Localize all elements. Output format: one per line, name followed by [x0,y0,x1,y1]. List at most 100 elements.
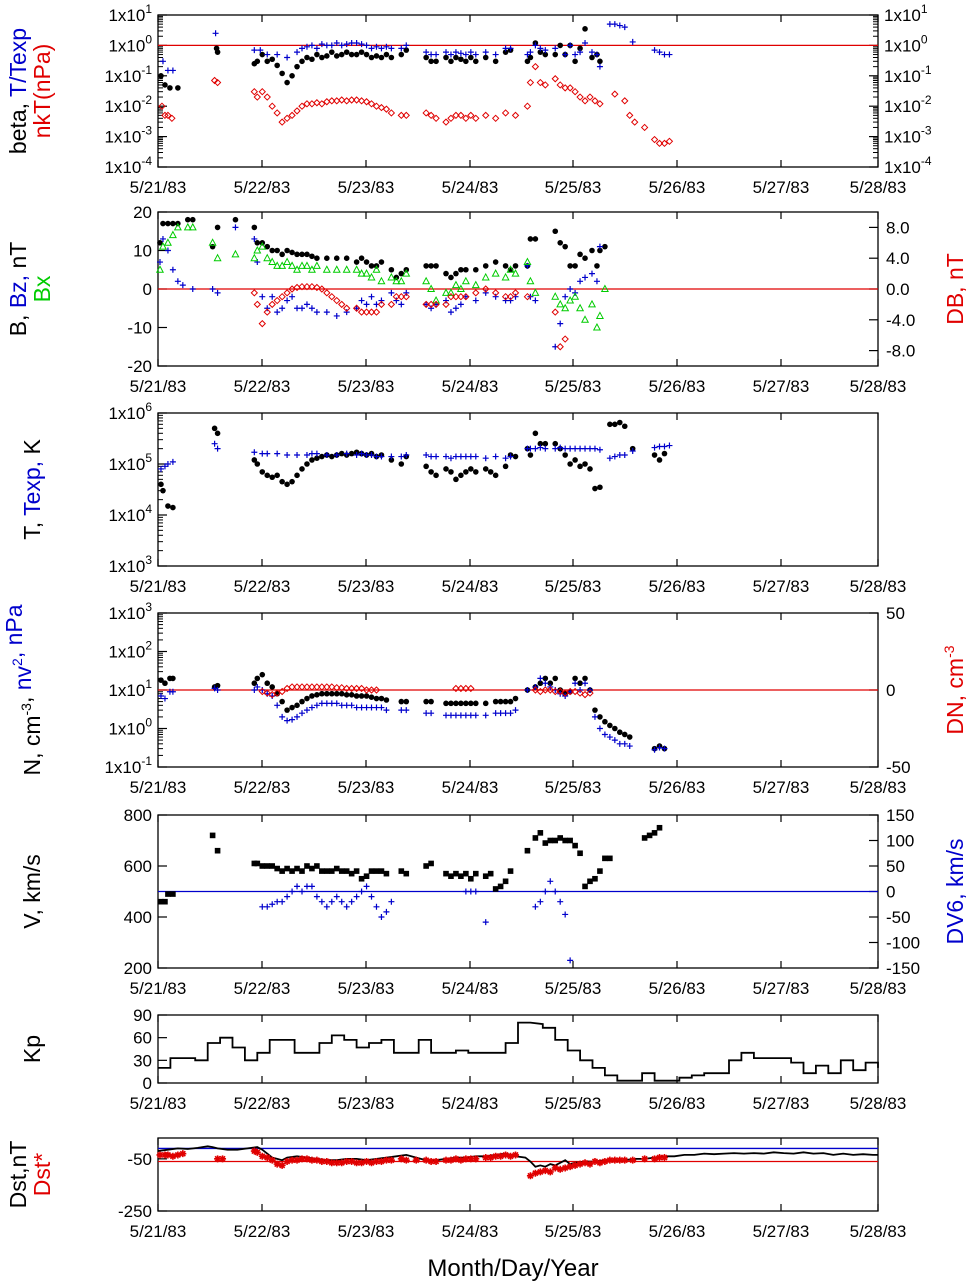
data-point [597,58,603,65]
data-point [264,51,271,58]
data-point [158,898,164,905]
data-point [472,469,479,475]
data-point [629,1156,637,1164]
data-point [511,269,520,277]
panel-density: 1x103 1x102 1x101 1x100 1x10-1 50 0 -50 5/21/83 5… [1,600,968,797]
data-point [333,312,340,319]
data-point [170,891,176,897]
data-point [591,445,598,452]
data-point [621,97,629,105]
data-point [368,293,375,300]
data-point [174,1151,182,1159]
data-point [372,102,381,110]
data-point [502,463,509,470]
series-line [158,1021,879,1082]
data-point [423,463,429,470]
data-point [157,465,164,472]
y-tick-label: 1x101 [108,2,152,25]
data-point [537,898,544,905]
data-point [313,283,321,292]
data-point [487,870,494,877]
data-point [597,868,603,874]
data-point [491,114,500,123]
data-point [388,457,395,463]
data-point [309,865,315,872]
x-tick-label: 5/25/83 [545,178,602,197]
data-point [333,452,340,459]
data-point [586,1160,594,1168]
data-point [161,111,169,120]
data-point [427,284,436,292]
data-point [250,253,259,262]
data-point [492,1152,500,1160]
data-point [294,49,301,56]
data-point [592,322,601,331]
data-point [348,1157,356,1165]
data-point [597,714,603,720]
data-point [572,675,578,682]
data-point [279,305,286,312]
data-point [279,478,285,485]
data-point [304,251,310,258]
data-point [353,893,360,900]
data-point [588,49,595,56]
data-point [582,255,588,261]
y-tick-label: 30 [133,1051,152,1070]
data-point [279,70,285,77]
data-point [274,702,281,709]
data-point [537,440,544,447]
data-point [263,308,271,316]
x-tick-label: 5/26/83 [649,178,706,197]
data-point [323,903,330,910]
x-tick-label: 5/27/83 [753,1094,810,1113]
data-point [661,450,668,457]
data-point [353,452,360,459]
data-point [403,870,410,877]
data-point [527,452,534,458]
data-point [506,292,515,301]
y-tick-label: 0 [143,280,152,299]
data-point [352,265,361,273]
data-point [273,261,282,269]
data-point [482,455,489,462]
data-point [298,683,306,691]
data-point [288,683,296,691]
plot-frame [157,412,879,567]
y-tick-label: 1x103 [108,553,152,576]
x-tick-label: 5/21/83 [130,979,187,998]
data-point [263,689,271,697]
data-point [160,220,166,227]
data-point [491,269,500,277]
data-point [423,54,429,61]
data-point [453,476,459,483]
data-point [279,713,286,720]
data-point [507,710,514,717]
data-point [368,54,375,61]
data-point [502,1151,510,1159]
data-point [422,300,430,309]
data-point [343,1157,351,1165]
data-point [611,21,618,28]
data-point [372,308,381,316]
data-point [189,286,196,292]
data-point [527,49,534,56]
data-point [616,22,623,29]
y-tick-label: 0 [143,1074,152,1093]
data-point [318,100,326,108]
data-point [432,1157,440,1165]
data-point [472,297,479,304]
data-point [665,137,674,146]
data-point [593,51,600,58]
data-point [170,220,176,227]
data-point [208,238,217,246]
data-point [170,675,176,682]
data-point [378,695,385,702]
data-point [531,62,540,71]
data-point [293,107,301,115]
data-point [606,1156,614,1164]
data-point [338,898,345,905]
data-point [592,707,598,713]
data-point [299,868,305,874]
data-point [378,914,385,920]
data-point [656,824,663,831]
